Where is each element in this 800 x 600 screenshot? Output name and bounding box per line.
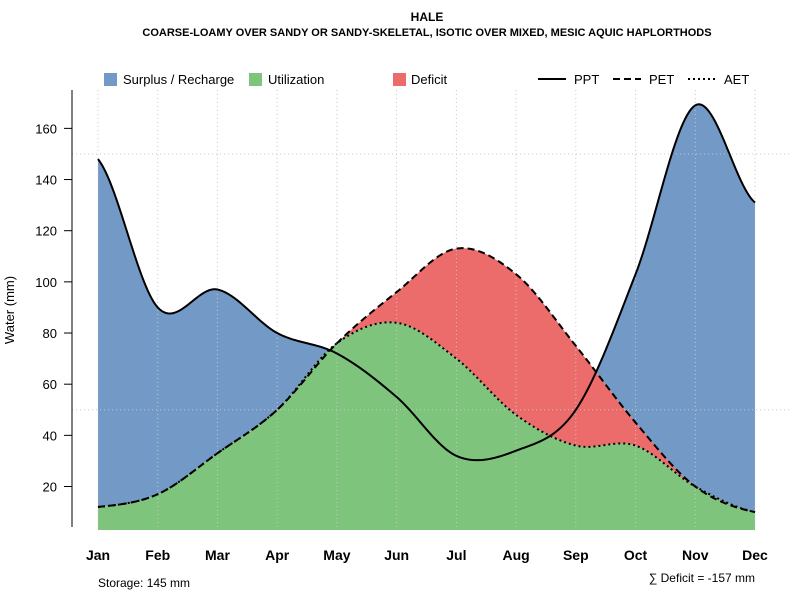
x-tick-label: Dec bbox=[742, 547, 768, 563]
y-tick-label: 40 bbox=[43, 428, 57, 443]
x-tick-label: Apr bbox=[265, 547, 290, 563]
x-tick-label: Jan bbox=[86, 547, 110, 563]
legend: Surplus / Recharge Utilization Deficit P… bbox=[104, 72, 749, 87]
storage-note: Storage: 145 mm bbox=[98, 576, 190, 590]
lines-layer bbox=[97, 103, 756, 514]
legend-label-pet: PET bbox=[649, 72, 674, 87]
deficit-area bbox=[98, 248, 755, 513]
x-tick-label: Oct bbox=[624, 547, 648, 563]
legend-swatch-utilization bbox=[249, 73, 262, 86]
y-tick-label: 60 bbox=[43, 377, 57, 392]
y-axis-label: Water (mm) bbox=[2, 276, 17, 344]
grid-layer bbox=[72, 90, 790, 530]
y-tick-label: 160 bbox=[35, 121, 57, 136]
legend-label-utilization: Utilization bbox=[268, 72, 324, 87]
y-tick-label: 20 bbox=[43, 480, 57, 495]
x-tick-label: May bbox=[323, 547, 350, 563]
chart-title: HALE bbox=[411, 10, 444, 24]
legend-label-aet: AET bbox=[724, 72, 749, 87]
chart-subtitle: COARSE-LOAMY OVER SANDY OR SANDY-SKELETA… bbox=[142, 27, 711, 39]
x-tick-label: Sep bbox=[563, 547, 589, 563]
x-tick-label: Aug bbox=[502, 547, 529, 563]
legend-label-ppt: PPT bbox=[574, 72, 599, 87]
y-tick-label: 100 bbox=[35, 275, 57, 290]
legend-label-deficit: Deficit bbox=[411, 72, 448, 87]
x-tick-label: Jun bbox=[384, 547, 409, 563]
y-tick-label: 80 bbox=[43, 326, 57, 341]
surplus-area bbox=[98, 104, 755, 513]
series-line-ppt bbox=[97, 103, 756, 462]
x-tick-label: Feb bbox=[145, 547, 170, 563]
y-tick-label: 140 bbox=[35, 173, 57, 188]
x-tick-label: Nov bbox=[682, 547, 709, 563]
areas-layer bbox=[98, 104, 755, 530]
x-tick-label: Mar bbox=[205, 547, 230, 563]
deficit-note: ∑ Deficit = -157 mm bbox=[649, 571, 755, 585]
y-tick-label: 120 bbox=[35, 224, 57, 239]
series-line-aet bbox=[97, 321, 756, 514]
axes-layer: 20 40 60 80 100 120 140 160 Jan Feb Mar Apr May Jun Ju… bbox=[35, 90, 768, 563]
utilization-area bbox=[98, 322, 755, 530]
legend-swatch-surplus bbox=[104, 73, 117, 86]
legend-swatch-deficit bbox=[393, 73, 406, 86]
x-tick-label: Jul bbox=[446, 547, 466, 563]
legend-label-surplus: Surplus / Recharge bbox=[123, 72, 234, 87]
